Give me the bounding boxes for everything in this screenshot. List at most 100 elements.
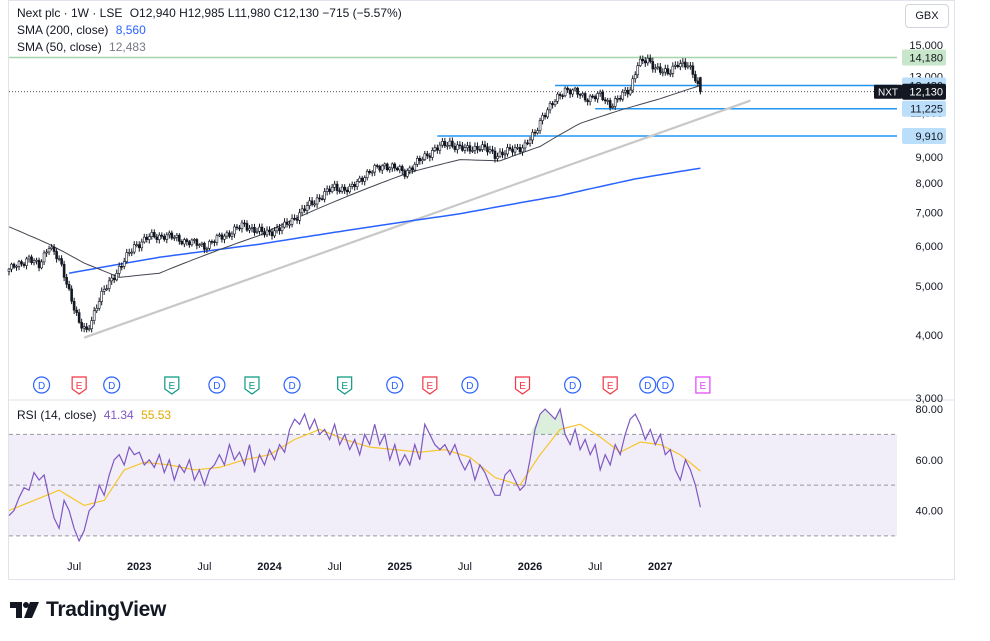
rsi-legend[interactable]: RSI (14, close) 41.34 55.53 xyxy=(17,408,171,422)
candle-body xyxy=(578,94,582,96)
candle-body xyxy=(538,120,542,131)
candle-body xyxy=(165,234,169,240)
earnings-marker-shield xyxy=(244,376,260,395)
symbol-title[interactable]: Next plc · 1W · LSE xyxy=(17,6,123,20)
candle-body xyxy=(290,217,294,225)
candle-body xyxy=(423,153,427,160)
candle-body xyxy=(518,147,522,153)
candle-body xyxy=(137,244,141,249)
last-price-bg xyxy=(902,83,946,100)
candle-body xyxy=(636,65,640,76)
y-tick-label: 4,000 xyxy=(915,330,943,342)
candle-body xyxy=(628,89,632,95)
currency-button[interactable]: GBX xyxy=(905,4,949,28)
symbol-legend[interactable]: Next plc · 1W · LSE O12,940 H12,985 L11,… xyxy=(17,6,402,21)
candle-body xyxy=(320,198,324,200)
candle-body xyxy=(283,221,286,228)
candle-body xyxy=(168,232,171,236)
candle-body xyxy=(253,226,256,233)
candle-body xyxy=(348,186,351,193)
earnings-marker: E xyxy=(514,376,531,395)
candle-body xyxy=(370,171,374,174)
candle-body xyxy=(158,234,161,240)
sma200-legend[interactable]: SMA (200, close) 8,560 xyxy=(17,23,146,38)
event-marker-letter: D xyxy=(662,381,669,392)
candle-body xyxy=(147,236,151,240)
candle-body xyxy=(679,63,682,68)
sma50-value: 12,483 xyxy=(109,40,146,54)
candle-body xyxy=(674,64,677,67)
candle-body xyxy=(501,151,504,156)
rsi-title: RSI (14, close) xyxy=(17,408,97,422)
candle-body xyxy=(333,183,336,188)
candle-body xyxy=(601,91,604,100)
candle-body xyxy=(278,227,281,232)
candle-body xyxy=(122,261,126,267)
candle-body xyxy=(57,258,61,260)
dividend-marker: D xyxy=(103,376,121,394)
candle-body xyxy=(285,221,289,225)
candle-body xyxy=(491,149,494,152)
event-marker-letter: E xyxy=(427,381,434,392)
candle-body xyxy=(383,163,387,167)
candle-body xyxy=(198,244,201,246)
candle-body xyxy=(438,144,442,151)
candle-body xyxy=(421,159,424,162)
candle-body xyxy=(323,191,326,200)
candle-body xyxy=(300,208,304,214)
candle-body xyxy=(245,223,249,231)
sma200-line xyxy=(68,167,701,274)
dividend-marker-circle xyxy=(461,376,479,394)
candle-body xyxy=(441,141,444,146)
candle-body xyxy=(298,212,301,221)
tradingview-logo-text: TradingView xyxy=(46,598,167,621)
candle-body xyxy=(142,236,146,243)
candle-body xyxy=(596,93,599,100)
candle-body xyxy=(631,78,635,91)
candle-body xyxy=(428,155,432,158)
sma50-legend[interactable]: SMA (50, close) 12,483 xyxy=(17,40,146,55)
candle-body xyxy=(411,167,414,171)
y-tick-label: 9,000 xyxy=(915,152,943,164)
candle-body xyxy=(100,291,103,302)
candle-body xyxy=(97,301,101,309)
candle-body xyxy=(318,197,321,200)
candle-body xyxy=(506,147,509,155)
candle-body xyxy=(195,239,199,246)
candle-body xyxy=(338,190,341,192)
candle-body xyxy=(686,65,690,68)
candle-body xyxy=(310,200,314,205)
candle-body xyxy=(163,236,166,240)
candle-body xyxy=(293,217,296,220)
dividend-marker: D xyxy=(386,376,404,394)
tradingview-logo-icon xyxy=(10,602,39,618)
event-marker-letter: E xyxy=(249,381,256,392)
ohlc-values: O12,940 H12,985 L11,980 C12,130 −715 (−5… xyxy=(129,6,402,20)
candle-body xyxy=(42,252,46,263)
candle-body xyxy=(526,142,529,145)
candle-body xyxy=(476,145,479,150)
earnings-marker: E xyxy=(244,376,260,395)
sma200-label: SMA (200, close) xyxy=(17,23,109,37)
earnings-marker: E xyxy=(337,376,353,395)
candle-body xyxy=(270,231,274,237)
candle-body xyxy=(471,150,474,152)
candle-body xyxy=(220,234,224,240)
candle-body xyxy=(160,234,164,237)
candle-body xyxy=(405,170,409,177)
trendline xyxy=(83,99,751,339)
candle-body xyxy=(90,320,93,330)
candle-body xyxy=(335,183,339,191)
candle-body xyxy=(618,98,622,100)
candle-body xyxy=(225,232,229,237)
candle-body xyxy=(358,177,362,182)
candle-body xyxy=(671,65,675,74)
symbol-tag: NXT xyxy=(878,88,898,99)
candle-body xyxy=(375,165,379,167)
candle-body xyxy=(305,205,309,211)
candle-body xyxy=(248,228,251,231)
tradingview-logo[interactable]: TradingView xyxy=(10,598,166,622)
candle-body xyxy=(37,259,41,269)
x-tick-label: Jul xyxy=(458,561,472,573)
